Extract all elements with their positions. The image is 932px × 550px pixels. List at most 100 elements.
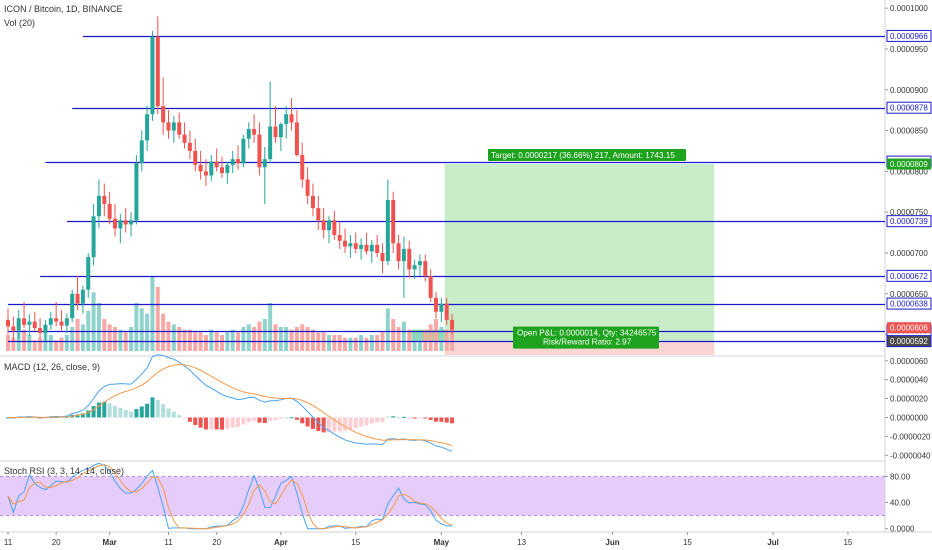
volume-bar	[289, 329, 294, 351]
candle-body	[129, 220, 134, 225]
volume-bar	[220, 335, 224, 351]
candle-body	[59, 321, 64, 326]
candle-body	[434, 297, 438, 312]
volume-bar	[166, 321, 171, 351]
macd-histogram-bar	[391, 416, 396, 418]
current-price-label: 0.0000606	[890, 324, 928, 333]
candle-body	[450, 319, 455, 330]
candle-body	[337, 235, 342, 241]
volume-bar	[102, 319, 107, 351]
macd-histogram-bar	[214, 417, 219, 430]
candle-body	[252, 128, 257, 135]
macd-histogram-bar	[59, 417, 64, 419]
candle-body	[412, 265, 417, 270]
candle-body	[391, 199, 396, 244]
volume-bar	[22, 329, 27, 351]
price-axis-tick-label: 0.0000750	[890, 208, 928, 217]
macd-histogram-bar	[439, 417, 444, 422]
volume-bar	[241, 327, 246, 351]
candle-body	[241, 138, 246, 164]
price-axis-tick-label: 0.0000650	[890, 290, 928, 299]
macd-histogram-bar	[139, 406, 144, 418]
candle-body	[193, 150, 198, 165]
macd-histogram-bar	[369, 417, 374, 424]
volume-bar	[428, 324, 433, 351]
volume-bar	[182, 329, 187, 351]
symbol-title: ICON / Bitcoin, 1D, BINANCE	[4, 4, 123, 14]
candle-body	[123, 220, 128, 225]
candle-body	[327, 220, 331, 231]
level-price-label-box	[886, 335, 932, 348]
level-price-label: 0.0000672	[890, 272, 928, 281]
target-price-label: 0.0000809	[890, 160, 928, 169]
candle-body	[385, 199, 390, 262]
macd-histogram-bar	[380, 417, 385, 422]
candle-body	[155, 36, 160, 107]
stoch-axis-tick-label: 80.00	[890, 472, 911, 481]
volume-bar	[450, 329, 455, 351]
macd-signal-line	[7, 364, 453, 446]
macd-axis-tick-label: 0.0000040	[890, 376, 928, 385]
volume-bar	[300, 324, 305, 351]
macd-histogram-bar	[294, 417, 299, 420]
candle-body	[284, 114, 289, 125]
macd-histogram-bar	[359, 417, 364, 427]
macd-histogram-bar	[193, 417, 198, 426]
macd-histogram-bar	[129, 411, 134, 418]
time-axis-tick-label: Jun	[605, 538, 619, 547]
macd-histogram-bar	[300, 417, 305, 424]
volume-bar	[187, 329, 192, 351]
volume-bar	[96, 303, 101, 351]
volume-bar	[150, 276, 155, 351]
stoch-rsi-band	[0, 476, 885, 516]
candle-body	[96, 195, 101, 217]
volume-bar	[246, 324, 251, 351]
macd-histogram-bar	[332, 417, 337, 432]
volume-bar	[310, 329, 315, 351]
candle-body	[22, 318, 27, 325]
macd-histogram-bar	[337, 417, 342, 432]
macd-histogram-bar	[113, 405, 117, 418]
time-axis-tick-label: 20	[52, 538, 61, 547]
stoch-rsi-indicator-label: Stoch RSI (3, 3, 14, 14, close)	[4, 466, 125, 476]
volume-indicator-label: Vol (20)	[4, 18, 36, 28]
candle-body	[38, 328, 43, 333]
macd-histogram-bar	[385, 416, 390, 418]
macd-histogram-bar	[187, 417, 192, 422]
macd-histogram-bar	[327, 417, 331, 432]
macd-histogram-bar	[198, 417, 203, 428]
time-axis-tick-label: 15	[843, 538, 852, 547]
volume-bar	[305, 327, 310, 351]
macd-histogram-bar	[230, 417, 235, 428]
candle-body	[423, 261, 428, 276]
candle-body	[198, 164, 203, 172]
candle-body	[150, 36, 155, 115]
macd-histogram-bar	[150, 397, 155, 418]
candle-body	[166, 122, 171, 131]
candle-body	[32, 321, 37, 329]
candle-body	[91, 216, 96, 258]
candle-body	[353, 243, 358, 249]
volume-bar	[423, 329, 428, 351]
candle-body	[182, 134, 187, 143]
macd-histogram-bar	[241, 417, 246, 425]
candle-body	[43, 324, 48, 333]
price-axis-tick-label: 0.0000900	[890, 86, 928, 95]
candle-body	[439, 303, 444, 312]
volume-bar	[353, 337, 358, 351]
candle-body	[246, 128, 251, 139]
candle-body	[305, 179, 310, 196]
macd-indicator-label: MACD (12, 26, close, 9)	[4, 362, 101, 372]
macd-histogram-bar	[145, 403, 150, 418]
candle-body	[294, 122, 299, 156]
level-price-label-box	[886, 29, 932, 42]
macd-histogram-bar	[353, 417, 358, 429]
volume-bar	[75, 319, 80, 351]
candle-body	[278, 124, 283, 138]
candle-body	[107, 204, 112, 219]
volume-bar	[257, 321, 262, 351]
pnl-annotation-box	[513, 326, 659, 349]
candle-body	[348, 243, 353, 247]
candle-body	[428, 275, 433, 298]
